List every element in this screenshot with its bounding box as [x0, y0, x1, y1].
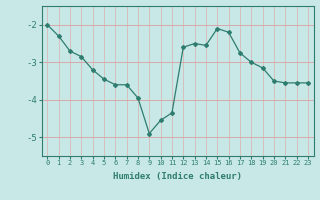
X-axis label: Humidex (Indice chaleur): Humidex (Indice chaleur)	[113, 172, 242, 181]
